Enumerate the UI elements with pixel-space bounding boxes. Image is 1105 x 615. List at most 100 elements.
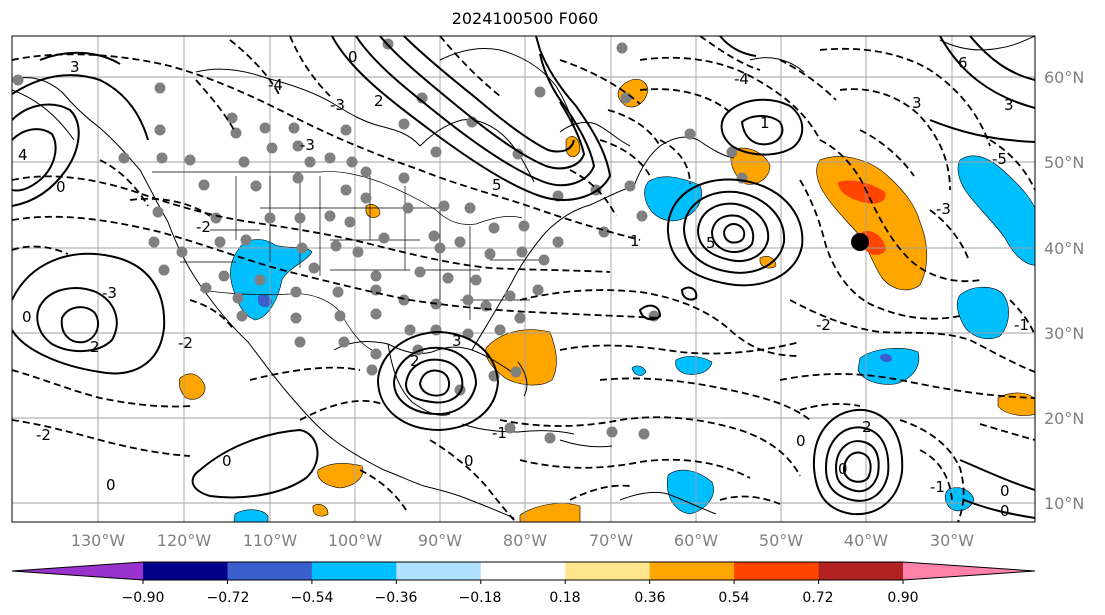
contour-label: 0 (1000, 482, 1010, 500)
contour-label: -3 (300, 136, 315, 154)
shade-blue-small-d (631, 365, 647, 376)
lon-label: 70°W (589, 531, 633, 550)
shade-blue-east-atlantic-ne (957, 155, 1035, 266)
shade-darkblue-subtropical-atlantic (880, 353, 892, 363)
contour-label: -4 (268, 76, 283, 94)
lon-label: 90°W (418, 531, 462, 550)
contour-label: 5 (706, 234, 716, 252)
lon-label: 30°W (930, 531, 974, 550)
shade-blue-small-c (233, 509, 269, 522)
colorbar-tick-label: −0.36 (375, 590, 418, 606)
colorbar-tick-labels: −0.90 −0.72 −0.54 −0.36 −0.18 0.18 0.36 … (122, 590, 919, 606)
colorbar-tick-label: 0.36 (634, 590, 665, 606)
contour-labels: 3 -3 2 0 -2 4 0 -2 0 0 2 3 -1 5 1 1 0 0 … (18, 48, 1029, 520)
latitude-axis: 60°N 50°N 40°N 30°N 20°N 10°N (1044, 68, 1084, 513)
lat-label: 50°N (1044, 153, 1084, 172)
map-title: 2024100500 F060 (451, 9, 599, 28)
contour-label: 0 (56, 178, 66, 196)
contour-label: 0 (222, 452, 232, 470)
shade-orange-mexico-pacific (178, 373, 206, 400)
lat-label: 20°N (1044, 409, 1084, 428)
lon-label: 40°W (844, 531, 888, 550)
colorbar-tick-label: −0.72 (207, 590, 250, 606)
lon-label: 110°W (243, 531, 298, 550)
contour-label: -2 (196, 218, 211, 236)
contour-label: -3 (330, 96, 345, 114)
colorbar-tick-label: 0.54 (718, 590, 749, 606)
colorbar-extend-high (903, 562, 1035, 580)
colorbar-tick-label: 0.72 (802, 590, 833, 606)
shade-orange-small-d (312, 504, 329, 517)
contour-label: 2 (410, 352, 420, 370)
shade-red-atlantic-north-a (838, 180, 886, 204)
contour-label: 3 (912, 94, 922, 112)
contour-label: 2 (90, 338, 100, 356)
contour-label: 2 (374, 92, 384, 110)
lon-label: 60°W (674, 531, 718, 550)
colorbar: −0.90 −0.72 −0.54 −0.36 −0.18 0.18 0.36 … (11, 561, 1036, 606)
coastlines (12, 36, 1035, 519)
station-markers (12, 38, 748, 444)
map-frame (11, 35, 1036, 523)
contour-label: -1 (930, 478, 945, 496)
shade-blue-central-us (230, 239, 313, 321)
contour-label: -2 (36, 426, 51, 444)
contour-label: -3 (936, 200, 951, 218)
contour-label: 2 (862, 418, 872, 436)
colorbar-segment (734, 562, 820, 580)
contour-label: 3 (452, 332, 462, 350)
shade-red-atlantic-north-b (862, 230, 886, 255)
shade-orange-small-c (759, 256, 777, 269)
solid-contours (12, 36, 1035, 519)
map-background (12, 36, 1035, 522)
colorbar-segment (143, 562, 228, 580)
lat-label: 30°N (1044, 324, 1084, 343)
black-station-marker (851, 233, 869, 251)
colorbar-tick-label: 0.18 (549, 590, 580, 606)
shade-darkblue-central-us (258, 294, 272, 308)
colorbar-segments (11, 561, 1036, 584)
contour-label: 0 (464, 452, 474, 470)
contour-label: -5 (992, 150, 1007, 168)
lat-label: 60°N (1044, 68, 1084, 87)
colorbar-segment (311, 562, 397, 580)
contour-label: 6 (958, 54, 968, 72)
colorbar-segment (818, 562, 904, 580)
shade-blue-central-atlantic (956, 286, 1009, 340)
shade-orange-pacific-south (317, 463, 364, 489)
shade-orange-small-a (565, 136, 581, 158)
lat-label: 10°N (1044, 494, 1084, 513)
longitude-axis: 130°W 120°W 110°W 100°W 90°W 80°W 70°W 6… (71, 531, 974, 550)
colorbar-segment (649, 562, 735, 580)
contour-label: 0 (22, 308, 32, 326)
lon-label: 80°W (503, 531, 547, 550)
contour-label: -2 (178, 334, 193, 352)
contour-label: -4 (734, 70, 749, 88)
political-borders (152, 171, 540, 351)
shade-blue-small-a (675, 356, 713, 375)
colorbar-tick-label: 0.90 (887, 590, 918, 606)
dashed-contours (12, 36, 1035, 522)
shade-orange-east-small (997, 392, 1035, 416)
colorbar-segment (565, 562, 651, 580)
colorbar-segment (396, 562, 482, 580)
lon-label: 100°W (328, 531, 383, 550)
contour-label: 4 (18, 146, 28, 164)
colorbar-segment (480, 562, 566, 580)
lon-label: 50°W (759, 531, 803, 550)
contour-label: -1 (492, 424, 507, 442)
contour-label: 0 (796, 432, 806, 450)
shade-blue-canada-east (644, 176, 702, 222)
contour-label: 0 (838, 460, 848, 478)
contour-label: 3 (70, 58, 80, 76)
colorbar-tick-label: −0.54 (291, 590, 334, 606)
contour-label: 5 (492, 176, 502, 194)
map-content: 3 -3 2 0 -2 4 0 -2 0 0 2 3 -1 5 1 1 0 0 … (12, 36, 1035, 522)
lon-label: 120°W (157, 531, 212, 550)
contour-label: 0 (106, 476, 116, 494)
contour-label: -1 (1014, 316, 1029, 334)
contour-label: 3 (1004, 96, 1014, 114)
colorbar-segment (227, 562, 313, 580)
contour-label: 0 (1000, 502, 1010, 520)
